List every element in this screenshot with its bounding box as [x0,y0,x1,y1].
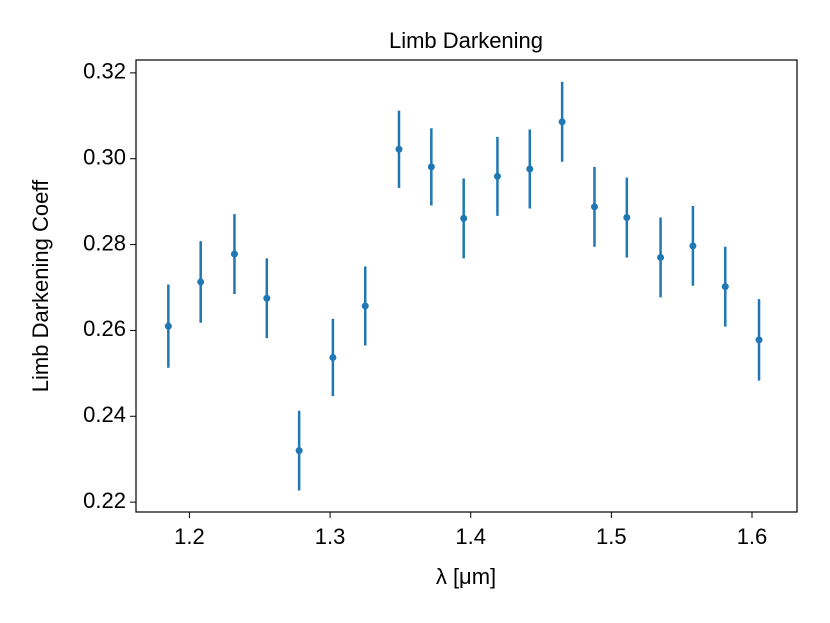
y-axis-label: Limb Darkening Coeff [28,179,53,392]
y-tick-label: 0.22 [83,488,126,513]
data-point [526,165,534,173]
y-tick-label: 0.30 [83,145,126,170]
x-tick-label: 1.4 [455,524,486,549]
data-point [395,145,403,153]
data-point [295,447,303,455]
data-point [657,253,665,261]
x-tick-label: 1.2 [174,524,205,549]
data-point [689,242,697,250]
x-tick-label: 1.5 [596,524,627,549]
x-tick-label: 1.6 [737,524,768,549]
data-point [197,278,205,286]
data-point [230,250,238,258]
y-tick-label: 0.28 [83,230,126,255]
data-point [164,322,172,330]
plot-frame [135,59,798,513]
data-point [558,118,566,126]
y-tick-label: 0.26 [83,316,126,341]
data-point [361,302,369,310]
y-tick-label: 0.24 [83,402,126,427]
data-point [590,203,598,211]
data-point [329,353,337,361]
x-tick-label: 1.3 [315,524,346,549]
x-axis-label: λ [μm] [436,564,496,589]
data-point [623,214,631,222]
chart-title: Limb Darkening [389,28,543,53]
data-point [460,214,468,222]
data-point [263,294,271,302]
data-point [721,283,729,291]
data-point [755,336,763,344]
data-point [493,172,501,180]
y-tick-label: 0.32 [83,59,126,84]
data-point [427,163,435,171]
